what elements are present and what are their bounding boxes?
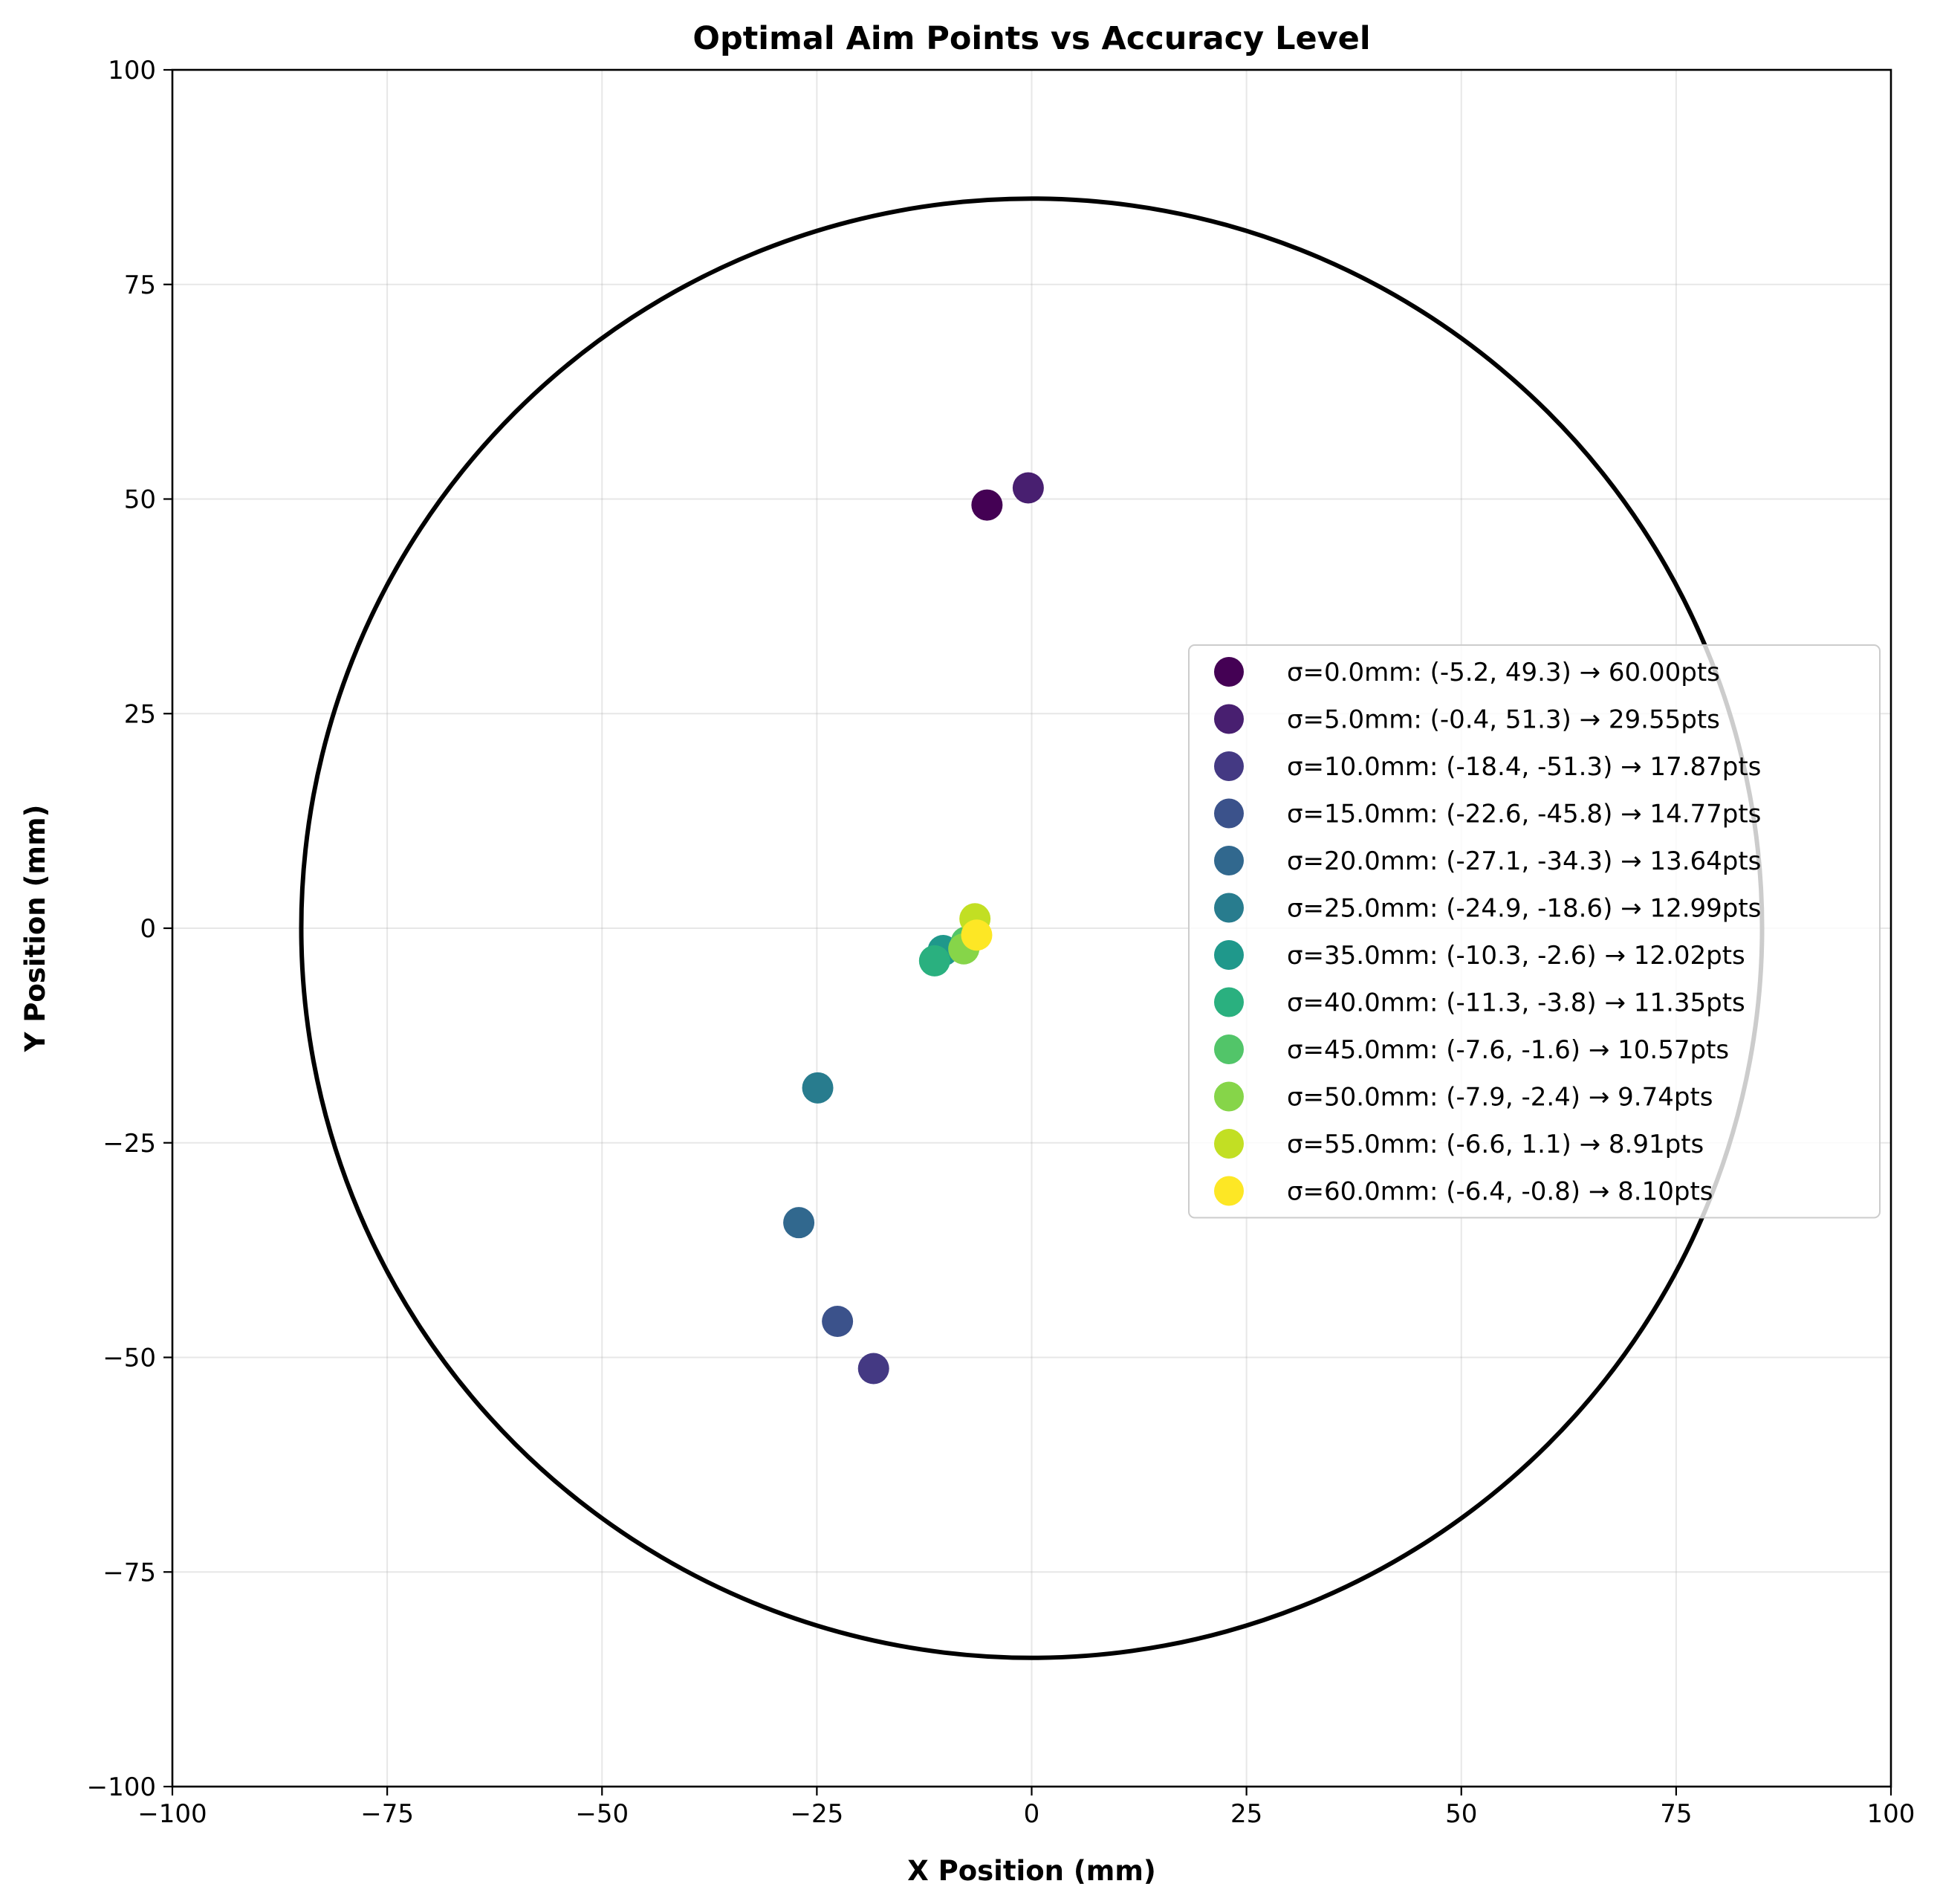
legend-marker-11 xyxy=(1214,1176,1244,1206)
legend-marker-3 xyxy=(1214,798,1244,829)
y-tick-label: −25 xyxy=(103,1129,156,1159)
x-tick-label: 25 xyxy=(1230,1799,1262,1829)
data-point-4 xyxy=(783,1207,815,1239)
y-axis-label: Y Position (mm) xyxy=(19,805,51,1053)
data-point-3 xyxy=(822,1305,854,1337)
legend-entry-1: σ=5.0mm: (-0.4, 51.3) → 29.55pts xyxy=(1287,705,1720,735)
data-point-5 xyxy=(802,1072,834,1104)
data-point-1 xyxy=(1012,472,1044,504)
legend-entry-9: σ=50.0mm: (-7.9, -2.4) → 9.74pts xyxy=(1287,1083,1713,1113)
legend-marker-10 xyxy=(1214,1129,1244,1159)
data-point-7 xyxy=(918,945,950,977)
legend-marker-8 xyxy=(1214,1034,1244,1064)
y-tick-label: 100 xyxy=(108,56,156,85)
data-point-2 xyxy=(857,1353,889,1385)
legend-marker-7 xyxy=(1214,987,1244,1017)
legend-entry-2: σ=10.0mm: (-18.4, -51.3) → 17.87pts xyxy=(1287,752,1761,782)
x-tick-label: −75 xyxy=(360,1799,414,1829)
x-tick-label: 0 xyxy=(1024,1799,1040,1829)
legend-entry-3: σ=15.0mm: (-22.6, -45.8) → 14.77pts xyxy=(1287,800,1761,829)
x-axis-label: X Position (mm) xyxy=(907,1855,1156,1887)
y-tick-label: −100 xyxy=(87,1772,156,1802)
chart-title: Optimal Aim Points vs Accuracy Level xyxy=(692,20,1370,57)
y-tick-label: 75 xyxy=(124,271,156,300)
legend-entry-7: σ=40.0mm: (-11.3, -3.8) → 11.35pts xyxy=(1287,988,1745,1018)
x-tick-label: −50 xyxy=(575,1799,629,1829)
y-tick-label: 50 xyxy=(124,485,156,515)
legend-marker-1 xyxy=(1214,704,1244,734)
legend-entry-10: σ=55.0mm: (-6.6, 1.1) → 8.91pts xyxy=(1287,1130,1704,1159)
legend-entry-0: σ=0.0mm: (-5.2, 49.3) → 60.00pts xyxy=(1287,658,1720,687)
y-tick-label: −75 xyxy=(103,1558,156,1587)
legend-marker-0 xyxy=(1214,657,1244,687)
y-tick-label: 25 xyxy=(124,699,156,729)
legend-entry-5: σ=25.0mm: (-24.9, -18.6) → 12.99pts xyxy=(1287,894,1761,924)
y-tick-label: 0 xyxy=(140,914,156,944)
data-point-11 xyxy=(961,919,993,951)
legend-entry-11: σ=60.0mm: (-6.4, -0.8) → 8.10pts xyxy=(1287,1177,1713,1207)
legend: σ=0.0mm: (-5.2, 49.3) → 60.00pts σ=5.0mm:… xyxy=(1188,644,1881,1219)
x-tick-label: −100 xyxy=(137,1799,207,1829)
legend-marker-4 xyxy=(1214,846,1244,875)
x-tick-label: 75 xyxy=(1660,1799,1692,1829)
x-tick-label: −25 xyxy=(790,1799,843,1829)
x-tick-label: 100 xyxy=(1867,1799,1915,1829)
axis-ticks: −100 −75 −50 −25 0 25 50 75 100 −100 −75 −50 −25 0 25 5… xyxy=(87,56,1915,1829)
data-point-0 xyxy=(971,489,1003,521)
legend-entry-4: σ=20.0mm: (-27.1, -34.3) → 13.64pts xyxy=(1287,846,1761,876)
legend-marker-2 xyxy=(1214,751,1244,781)
legend-marker-6 xyxy=(1214,940,1244,970)
data-points xyxy=(783,472,1044,1385)
y-tick-label: −50 xyxy=(103,1344,156,1373)
legend-box xyxy=(1188,644,1881,1219)
legend-entry-6: σ=35.0mm: (-10.3, -2.6) → 12.02pts xyxy=(1287,941,1745,971)
x-tick-label: 50 xyxy=(1445,1799,1477,1829)
legend-marker-5 xyxy=(1214,893,1244,923)
legend-marker-9 xyxy=(1214,1081,1244,1112)
legend-entry-8: σ=45.0mm: (-7.6, -1.6) → 10.57pts xyxy=(1287,1035,1729,1065)
